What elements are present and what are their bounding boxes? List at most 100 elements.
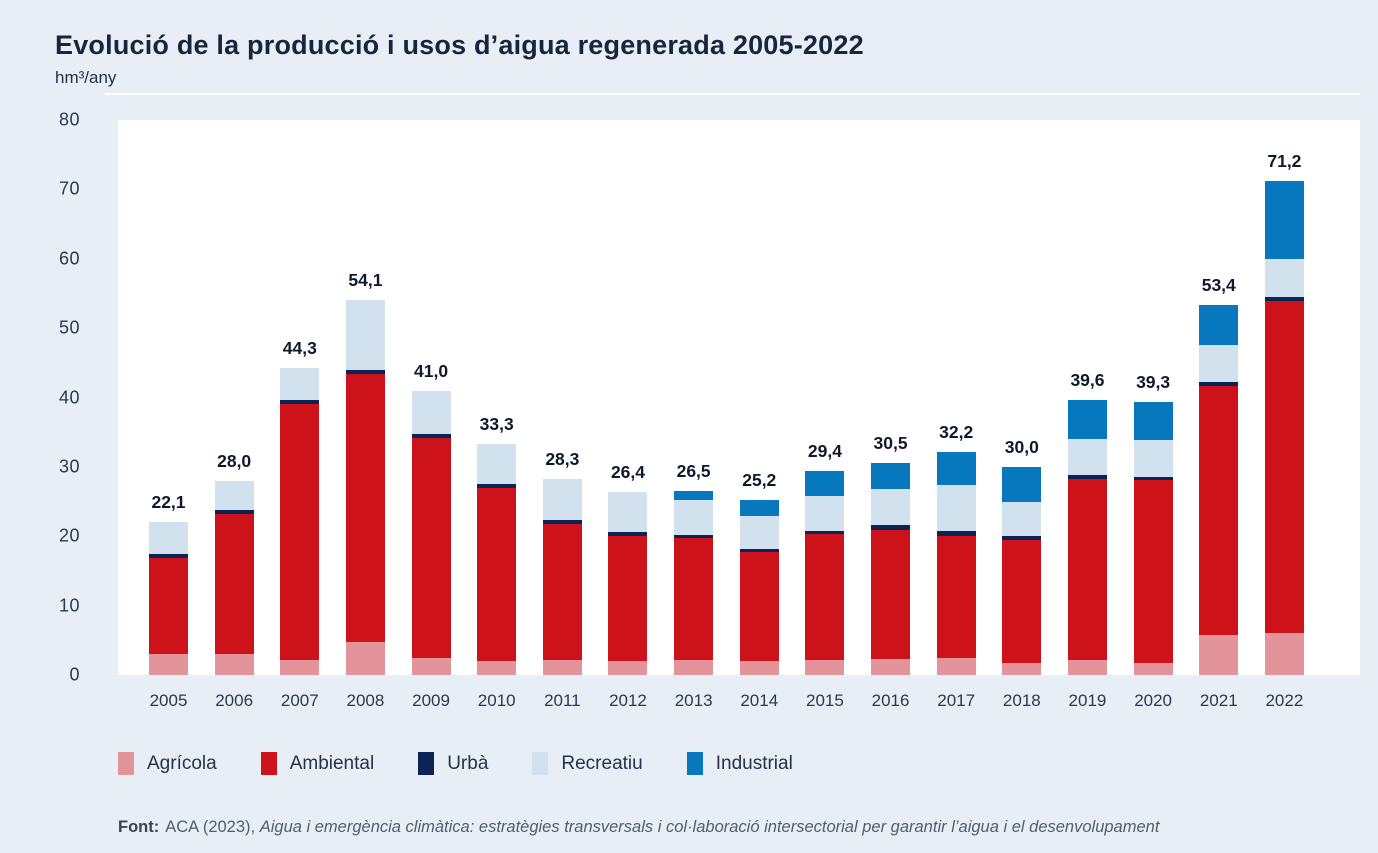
total-label-2020: 39,3 (1136, 372, 1171, 393)
segment-urba-2012 (608, 532, 648, 537)
segment-agricola-2010 (477, 661, 517, 675)
segment-recreatiu-2009 (411, 390, 451, 435)
segment-agricola-2013 (674, 659, 714, 675)
y-axis-unit-label: hm³/any (55, 68, 117, 87)
segment-urba-2005 (149, 553, 188, 558)
x-tick-2013: 2013 (674, 691, 713, 710)
segment-ambiental-2008 (345, 373, 385, 642)
source-note-author: ACA (2023), (165, 818, 256, 836)
bar-2011: 28,3 2011 (542, 120, 582, 710)
segment-agricola-2018 (1002, 662, 1042, 675)
bar-2014: 25,2 2014 (739, 120, 779, 710)
segment-recreatiu-2008 (345, 299, 385, 370)
segment-ambiental-2010 (477, 487, 517, 662)
separator-line (105, 93, 1360, 95)
segment-ambiental-2014 (739, 552, 779, 662)
x-tick-2008: 2008 (346, 691, 385, 710)
segment-urba-2009 (411, 434, 451, 439)
bar-2020: 39,3 2020 (1133, 120, 1173, 710)
segment-ambiental-2022 (1264, 301, 1304, 634)
bar-stack-2021 (1199, 304, 1239, 675)
bar-2008: 54,1 2008 (345, 120, 385, 710)
segment-urba-2015 (805, 531, 845, 535)
y-tick-50: 50 (58, 317, 80, 338)
bar-2009: 41,0 2009 (411, 120, 451, 710)
segment-ambiental-2017 (936, 535, 976, 659)
segment-recreatiu-2006 (214, 480, 254, 510)
total-label-2012: 26,4 (610, 461, 646, 482)
bar-2012: 26,4 2012 (608, 120, 648, 710)
segment-recreatiu-2018 (1002, 502, 1042, 537)
y-tick-60: 60 (58, 248, 80, 269)
total-label-2006: 28,0 (217, 450, 252, 471)
legend-label-agricola: Agrícola (147, 752, 217, 774)
bar-2005: 22,1 2005 (149, 120, 188, 710)
segment-recreatiu-2010 (477, 444, 517, 484)
bar-stack-2011 (542, 478, 582, 675)
segment-urba-2007 (280, 399, 320, 404)
segment-agricola-2005 (149, 654, 188, 675)
y-tick-0: 0 (69, 664, 80, 685)
bar-stack-2015 (805, 471, 845, 675)
source-note-label: Font: (118, 818, 160, 836)
segment-urba-2020 (1133, 476, 1173, 481)
legend-item-agricola: Agrícola (118, 752, 217, 775)
segment-ambiental-2015 (805, 534, 845, 660)
segment-industrial-2014 (739, 500, 779, 517)
source-note: Font: ACA (2023), Aigua i emergència clim… (118, 818, 1159, 837)
y-tick-40: 40 (58, 387, 80, 407)
bar-stack-2020 (1133, 402, 1173, 675)
y-tick-80: 80 (58, 109, 80, 130)
segment-recreatiu-2017 (936, 484, 976, 532)
bar-2006: 28,0 2006 (214, 120, 254, 710)
segment-agricola-2012 (608, 661, 648, 675)
total-label-2009: 41,0 (414, 360, 449, 381)
y-tick-70: 70 (58, 178, 80, 199)
legend-swatch-agricola (118, 752, 134, 775)
segment-agricola-2011 (542, 660, 582, 675)
chart-legend: Agrícola Ambiental Urbà Recreatiu Industrial (118, 752, 837, 775)
segment-agricola-2021 (1199, 634, 1239, 675)
legend-swatch-recreatiu (532, 752, 549, 775)
segment-industrial-2016 (871, 463, 911, 490)
total-label-2007: 44,3 (282, 337, 317, 358)
x-tick-2006: 2006 (215, 691, 254, 710)
total-label-2018: 30,0 (1004, 436, 1039, 457)
segment-urba-2010 (477, 483, 517, 488)
segment-industrial-2015 (805, 471, 845, 497)
x-tick-2012: 2012 (609, 691, 647, 710)
bar-2019: 39,6 2019 (1067, 120, 1107, 710)
segment-ambiental-2016 (871, 530, 911, 660)
segment-industrial-2020 (1133, 402, 1173, 440)
segment-agricola-2022 (1264, 633, 1304, 675)
bar-stack-2009 (411, 390, 451, 675)
segment-ambiental-2006 (214, 514, 254, 654)
total-label-2008: 54,1 (348, 269, 383, 290)
segment-ambiental-2019 (1067, 478, 1107, 661)
legend-item-ambiental: Ambiental (260, 752, 374, 775)
segment-recreatiu-2016 (871, 489, 911, 526)
segment-ambiental-2018 (1002, 540, 1042, 663)
total-label-2011: 28,3 (545, 448, 580, 469)
total-label-2019: 39,6 (1070, 370, 1105, 391)
segment-ambiental-2011 (542, 524, 582, 661)
bar-stack-2019 (1067, 400, 1107, 675)
bar-stack-2007 (280, 367, 320, 675)
segment-agricola-2008 (345, 641, 385, 675)
legend-label-urba: Urbà (447, 752, 489, 774)
bar-stack-2014 (739, 500, 779, 675)
segment-agricola-2006 (214, 653, 254, 675)
x-tick-2011: 2011 (544, 691, 581, 710)
segment-recreatiu-2007 (280, 367, 320, 400)
bar-stack-2010 (477, 444, 517, 675)
bar-stack-2018 (1002, 466, 1042, 675)
x-tick-2021: 2021 (1199, 691, 1238, 710)
segment-urba-2018 (1002, 536, 1042, 541)
legend-label-industrial: Industrial (715, 752, 793, 774)
y-axis: 0 10 20 30 40 50 60 70 80 (40, 110, 80, 685)
segment-urba-2013 (674, 534, 714, 539)
segment-recreatiu-2012 (608, 491, 648, 533)
plot-area: 22,1 2005 28,0 2006 44,3 2007 54,1 2008 41,0 2009… (118, 120, 1360, 710)
legend-label-recreatiu: Recreatiu (561, 752, 643, 774)
segment-agricola-2014 (739, 661, 779, 675)
